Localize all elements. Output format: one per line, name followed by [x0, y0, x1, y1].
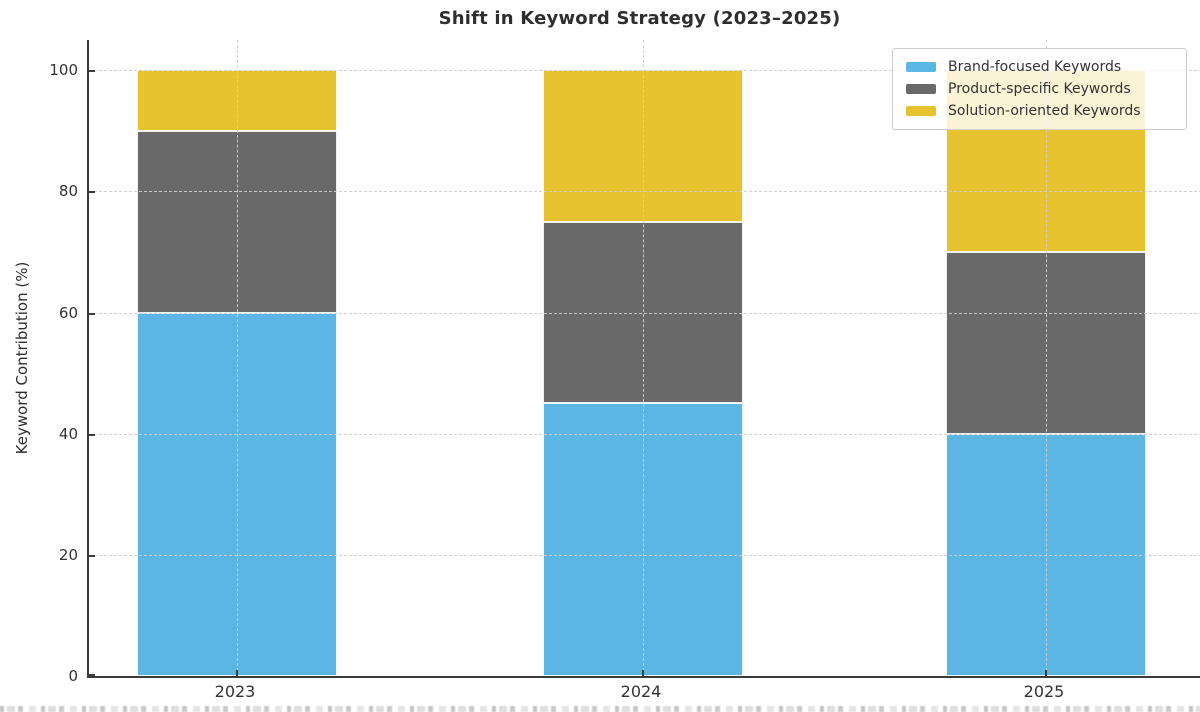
legend-swatch-icon — [906, 62, 936, 72]
x-tick-2024 — [642, 670, 644, 676]
y-tick-80 — [89, 191, 95, 194]
chart-title: Shift in Keyword Strategy (2023–2025) — [438, 8, 841, 29]
y-tick-label-40: 40 — [58, 424, 78, 443]
y-axis-label: Keyword Contribution (%) — [13, 261, 31, 455]
y-tick-label-0: 0 — [68, 667, 78, 685]
plot-area — [87, 40, 1200, 678]
y-tick-40 — [89, 433, 95, 436]
y-tick-20 — [89, 554, 95, 557]
legend-label: Solution-oriented Keywords — [948, 103, 1141, 119]
legend-row: Brand-focused Keywords — [906, 56, 1176, 78]
x-tick-label-2023: 2023 — [214, 682, 256, 701]
legend-label: Product-specific Keywords — [948, 81, 1131, 97]
y-tick-60 — [89, 312, 95, 315]
legend-row: Solution-oriented Keywords — [906, 100, 1176, 122]
x-tick-2025 — [1045, 670, 1047, 676]
y-tick-100 — [89, 70, 95, 73]
tick-layer — [89, 40, 1200, 676]
x-tick-label-2025: 2025 — [1023, 682, 1065, 701]
y-tick-label-80: 80 — [58, 182, 78, 201]
y-tick-label-100: 100 — [49, 61, 78, 80]
y-tick-label-20: 20 — [58, 545, 78, 564]
clipped-caption-strip — [0, 706, 1200, 712]
y-tick-0 — [89, 674, 95, 676]
legend-row: Product-specific Keywords — [906, 78, 1176, 100]
x-tick-label-2024: 2024 — [620, 682, 662, 701]
x-tick-2023 — [236, 670, 238, 676]
y-tick-label-60: 60 — [58, 303, 78, 322]
legend-label: Brand-focused Keywords — [948, 59, 1122, 75]
legend-swatch-icon — [906, 106, 936, 116]
legend: Brand-focused Keywords Product-specific K… — [892, 48, 1187, 130]
legend-swatch-icon — [906, 84, 936, 94]
